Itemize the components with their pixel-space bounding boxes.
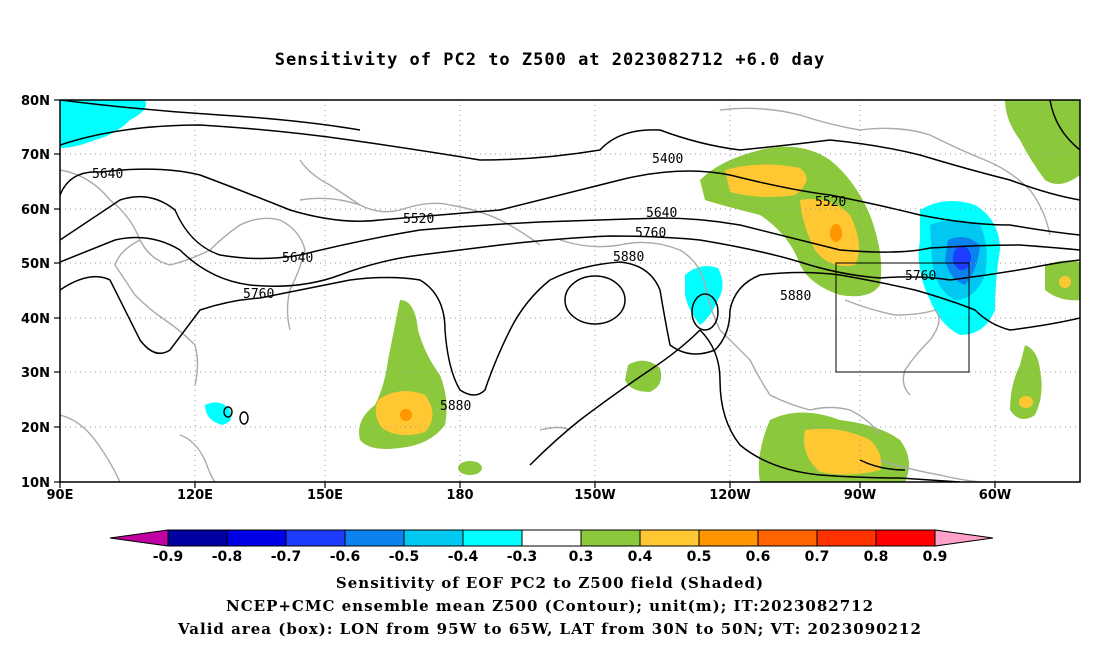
colorbar-label: -0.7 <box>271 549 302 565</box>
positive-region-atlantic <box>1010 345 1042 419</box>
lat-tick-label: 50N <box>21 257 50 272</box>
contour-label: 5760 <box>243 287 274 302</box>
lat-tick-labels: 80N 70N 60N 50N 40N 30N 20N 10N <box>21 94 50 491</box>
positive-region-canada-yellow <box>725 164 807 197</box>
colorbar-swatch <box>344 529 405 547</box>
colorbar-swatch <box>167 529 228 547</box>
colorbar-label: -0.5 <box>389 549 420 565</box>
colorbar-swatch <box>580 529 641 547</box>
colorbar-label: -0.9 <box>153 549 184 565</box>
colorbar-swatch <box>698 529 759 547</box>
colorbar-high-end <box>934 529 994 547</box>
caption-line-3: Valid area (box): LON from 95W to 65W, L… <box>178 620 922 638</box>
colorbar-label: -0.8 <box>212 549 243 565</box>
colorbar-label: 0.7 <box>805 549 830 565</box>
valid-area-box <box>835 262 970 373</box>
lat-tick-label: 80N <box>21 94 50 109</box>
lat-tick-label: 20N <box>21 421 50 436</box>
colorbar-swatch <box>757 529 818 547</box>
positive-region-caribbean-yellow <box>804 428 882 475</box>
positive-max-hudson <box>830 224 842 242</box>
contour-labels: 5400 5520 5520 5640 5640 5640 5760 5760 … <box>92 152 936 414</box>
colorbar-low-end <box>109 529 169 547</box>
map-plot-area: 5400 5520 5520 5640 5640 5640 5760 5760 … <box>60 100 1080 482</box>
positive-max-pacific <box>400 409 412 421</box>
lat-lon-grid <box>60 100 1080 482</box>
colorbar-swatch <box>226 529 287 547</box>
positive-region-atlantic-yellow <box>1019 396 1033 408</box>
contour-label: 5880 <box>440 399 471 414</box>
lon-tick-label: 120W <box>709 488 750 503</box>
contour-label: 5520 <box>815 195 846 210</box>
colorbar-swatch <box>875 529 936 547</box>
axis-ticks <box>54 99 996 488</box>
colorbar-swatch <box>403 529 464 547</box>
colorbar-label: 0.8 <box>864 549 889 565</box>
caption-line-1: Sensitivity of EOF PC2 to Z500 field (Sh… <box>335 574 765 592</box>
lat-tick-label: 60N <box>21 203 50 218</box>
z500-contours <box>60 100 1080 482</box>
lon-tick-labels: 90E 120E 150E 180 150W 120W 90W 60W <box>47 488 1012 503</box>
contour-label: 5760 <box>635 226 666 241</box>
negative-region-west-us <box>685 266 723 325</box>
colorbar-label: -0.3 <box>507 549 538 565</box>
positive-region-hudson-yellow <box>800 199 859 266</box>
contour-label: 5640 <box>646 206 677 221</box>
lon-tick-label: 60W <box>979 488 1011 503</box>
contour-label: 5880 <box>613 250 644 265</box>
contour-label: 5880 <box>780 289 811 304</box>
map-title: Sensitivity of PC2 to Z500 at 2023082712… <box>274 50 826 70</box>
lon-tick-label: 90E <box>47 488 74 503</box>
contour-label: 5400 <box>652 152 683 167</box>
lat-tick-label: 70N <box>21 148 50 163</box>
colorbar-label: 0.3 <box>569 549 594 565</box>
lon-tick-label: 120E <box>177 488 213 503</box>
colorbar-label: 0.9 <box>923 549 948 565</box>
colorbar-label: 0.4 <box>628 549 653 565</box>
colorbar-label: -0.4 <box>448 549 479 565</box>
negative-max-east-canada <box>953 246 971 270</box>
positive-region-pacific-small <box>458 461 482 475</box>
contour-label: 5640 <box>92 167 123 182</box>
colorbar-swatch <box>462 529 523 547</box>
contour-label: 5760 <box>905 269 936 284</box>
lon-tick-label: 180 <box>446 488 473 503</box>
colorbar-swatch <box>521 529 582 547</box>
lon-tick-label: 150E <box>307 488 343 503</box>
colorbar: -0.9 -0.8 -0.7 -0.6 -0.5 -0.4 -0.3 0.3 0.4 0.5 0.6… <box>109 529 994 565</box>
map-frame <box>59 99 1081 483</box>
negative-region-nw <box>60 100 146 148</box>
lon-tick-label: 90W <box>844 488 876 503</box>
colorbar-swatch <box>639 529 700 547</box>
lat-tick-label: 10N <box>21 476 50 491</box>
colorbar-label: -0.6 <box>330 549 361 565</box>
colorbar-swatch <box>285 529 346 547</box>
colorbar-swatch <box>816 529 877 547</box>
caption-line-2: NCEP+CMC ensemble mean Z500 (Contour); u… <box>226 597 874 615</box>
colorbar-label: 0.6 <box>746 549 771 565</box>
positive-region-ne <box>1005 100 1080 184</box>
colorbar-label: 0.5 <box>687 549 712 565</box>
lon-tick-label: 150W <box>574 488 615 503</box>
contour-label: 5520 <box>403 212 434 227</box>
lat-tick-label: 40N <box>21 312 50 327</box>
shaded-sensitivity <box>60 100 1080 482</box>
lat-tick-label: 30N <box>21 366 50 381</box>
contour-label: 5640 <box>282 251 313 266</box>
